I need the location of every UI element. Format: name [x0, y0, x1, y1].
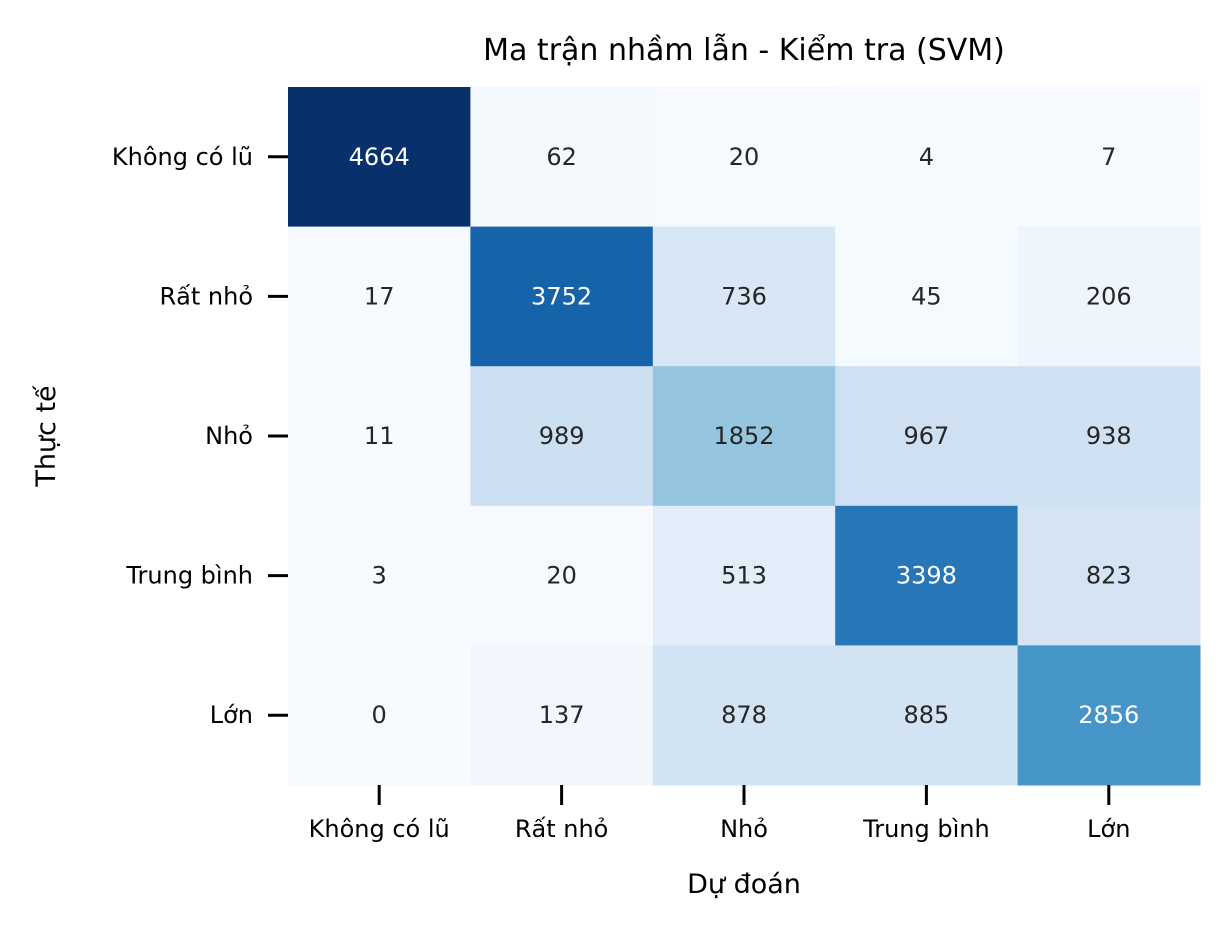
- heatmap-cell-r3-c0: [288, 505, 471, 646]
- chart-title: Ma trận nhầm lẫn - Kiểm tra (SVM): [483, 32, 1005, 68]
- heatmap-cell-r2-c0: [288, 366, 471, 507]
- cell-value-r0-c0: 4664: [349, 143, 410, 171]
- heatmap-cell-r4-c3: [835, 645, 1019, 786]
- heatmap-cell-r4-c0: [288, 645, 471, 786]
- y-tick-label-2: Nhỏ: [205, 422, 253, 450]
- cell-value-r3-c1: 20: [546, 562, 577, 590]
- cell-value-r2-c4: 938: [1086, 422, 1132, 450]
- heatmap-cells: [288, 87, 1201, 786]
- heatmap-cell-r4-c1: [470, 645, 654, 786]
- heatmap-cell-r4-c2: [652, 645, 836, 786]
- heatmap-cell-r2-c3: [835, 366, 1019, 507]
- cell-value-r1-c2: 736: [721, 282, 767, 310]
- cell-value-r2-c0: 11: [364, 422, 395, 450]
- cell-value-r2-c1: 989: [539, 422, 585, 450]
- heatmap-cell-r3-c1: [470, 505, 654, 646]
- heatmap-cell-r0-c4: [1017, 87, 1201, 228]
- heatmap-cell-r3-c4: [1017, 505, 1201, 646]
- x-tick-label-3: Trung bình: [862, 815, 990, 843]
- heatmap-cell-r0-c2: [652, 87, 836, 228]
- heatmap-cell-r0-c3: [835, 87, 1019, 228]
- y-axis-label: Thực tế: [31, 385, 62, 488]
- cell-value-r1-c3: 45: [911, 282, 942, 310]
- cell-value-r2-c2: 1852: [713, 422, 774, 450]
- heatmap-cell-r2-c4: [1017, 366, 1201, 507]
- cell-value-r4-c3: 885: [903, 701, 949, 729]
- cell-value-r0-c3: 4: [919, 143, 934, 171]
- heatmap-cell-r4-c4: [1017, 645, 1201, 786]
- heatmap-cell-r3-c2: [652, 505, 836, 646]
- x-tick-label-0: Không có lũ: [309, 815, 450, 843]
- heatmap-cell-r1-c4: [1017, 226, 1201, 367]
- cell-value-r1-c1: 3752: [531, 282, 592, 310]
- cell-value-r2-c3: 967: [903, 422, 949, 450]
- heatmap-cell-r0-c1: [470, 87, 654, 228]
- y-tick-label-1: Rất nhỏ: [159, 282, 253, 310]
- cell-value-r1-c0: 17: [364, 282, 395, 310]
- cell-value-r4-c0: 0: [372, 701, 387, 729]
- heatmap-cell-labels: 4664 62 20 4 7 17 3752 736 45 206 11 989 1852 967 938 3…: [349, 143, 1140, 729]
- x-axis: Không có lũ Rất nhỏ Nhỏ Trung bình Lớn: [309, 785, 1130, 843]
- heatmap-cell-r1-c2: [652, 226, 836, 367]
- heatmap-cell-r0-c0: [288, 87, 471, 228]
- heatmap-cell-r1-c3: [835, 226, 1019, 367]
- cell-value-r4-c1: 137: [539, 701, 585, 729]
- x-axis-label: Dự đoán: [687, 869, 801, 900]
- y-tick-label-4: Lớn: [210, 701, 253, 729]
- cell-value-r3-c4: 823: [1086, 562, 1132, 590]
- cell-value-r1-c4: 206: [1086, 282, 1132, 310]
- cell-value-r4-c4: 2856: [1078, 701, 1139, 729]
- cell-value-r3-c3: 3398: [896, 562, 957, 590]
- cell-value-r3-c0: 3: [372, 562, 387, 590]
- x-tick-label-1: Rất nhỏ: [515, 815, 609, 843]
- cell-value-r0-c1: 62: [546, 143, 577, 171]
- x-tick-label-2: Nhỏ: [720, 815, 768, 843]
- cell-value-r0-c4: 7: [1101, 143, 1116, 171]
- heatmap-cell-r3-c3: [835, 505, 1019, 646]
- heatmap-cell-r1-c1: [470, 226, 654, 367]
- cell-value-r0-c2: 20: [729, 143, 760, 171]
- cell-value-r4-c2: 878: [721, 701, 767, 729]
- cell-value-r3-c2: 513: [721, 562, 767, 590]
- x-tick-label-4: Lớn: [1087, 815, 1130, 843]
- heatmap-cell-r1-c0: [288, 226, 471, 367]
- y-tick-label-0: Không có lũ: [112, 143, 253, 171]
- heatmap-cell-r2-c1: [470, 366, 654, 507]
- y-tick-label-3: Trung bình: [125, 562, 253, 590]
- heatmap-cell-r2-c2: [652, 366, 836, 507]
- y-axis: Không có lũ Rất nhỏ Nhỏ Trung bình Lớn: [112, 143, 288, 729]
